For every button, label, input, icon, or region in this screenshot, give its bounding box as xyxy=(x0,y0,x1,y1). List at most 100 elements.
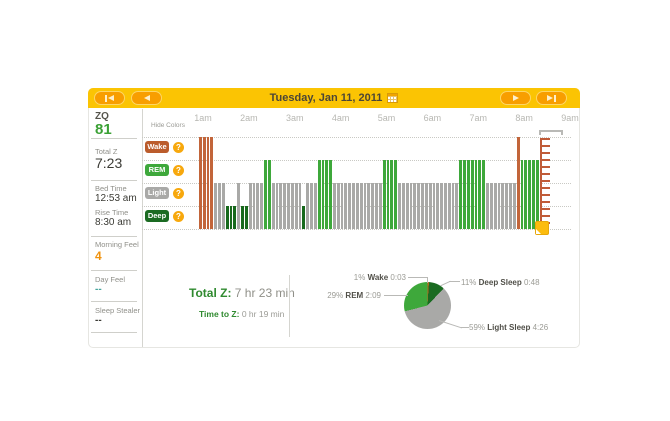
sleep-segment-l xyxy=(336,183,340,229)
previous-day-button[interactable] xyxy=(131,91,162,105)
time-to-z-summary-label: Time to Z: xyxy=(199,309,240,319)
hide-colors-link[interactable]: Hide Colors xyxy=(151,122,185,129)
arrow-right-icon xyxy=(547,95,553,101)
hour-label-5am: 5am xyxy=(377,113,396,123)
divider xyxy=(91,236,137,237)
sleep-segment-l xyxy=(283,183,287,229)
sleep-segment-r xyxy=(459,160,463,229)
time-to-z-summary: Time to Z: 0 hr 19 min xyxy=(199,309,284,319)
sleep-segment-l xyxy=(497,183,501,229)
sidebar-divider xyxy=(142,109,143,347)
sleep-segment-l xyxy=(436,183,440,229)
day-feel-label: Day Feel xyxy=(95,275,126,284)
sleep-segment-d xyxy=(233,206,237,229)
gridline xyxy=(142,137,571,138)
legend-button-rem[interactable]: REM xyxy=(145,164,169,176)
sleep-segment-d xyxy=(241,206,244,229)
sleep-segment-l xyxy=(363,183,367,229)
connector-line xyxy=(384,295,408,296)
rise-time-marker[interactable] xyxy=(540,138,550,229)
sleep-segment-l xyxy=(355,183,359,229)
divider xyxy=(91,301,137,302)
rise-time-label: Rise Time xyxy=(95,208,129,217)
morning-feel-value: 4 xyxy=(95,249,102,263)
question-mark-icon[interactable]: ? xyxy=(173,164,184,176)
calendar-icon[interactable] xyxy=(387,93,399,103)
sleep-segment-d xyxy=(244,206,248,229)
sleep-segment-l xyxy=(359,183,363,229)
bed-time-label: Bed Time xyxy=(95,184,127,193)
sleep-segment-l xyxy=(444,183,447,229)
hour-label-4am: 4am xyxy=(331,113,350,123)
hour-label-7am: 7am xyxy=(469,113,487,123)
rise-time-value: 8:30 am xyxy=(95,217,132,228)
sleep-segment-l xyxy=(352,183,355,229)
sleep-segment-l xyxy=(401,183,405,229)
sleep-segment-l xyxy=(405,183,409,229)
sleep-segment-l xyxy=(432,183,436,229)
pie-label-wake: 1% Wake 0:03 xyxy=(353,273,406,282)
hour-label-1am: 1am xyxy=(194,113,212,123)
sleep-segment-r xyxy=(474,160,478,229)
sleep-segment-l xyxy=(455,183,459,229)
total-z-label: Total Z xyxy=(95,147,118,156)
skip-back-icon xyxy=(105,94,107,102)
sleep-segment-l xyxy=(501,183,505,229)
sleep-segment-l xyxy=(279,183,283,229)
date-navigation-bar: Tuesday, Jan 11, 2011 xyxy=(88,88,580,108)
sleep-segment-l xyxy=(248,183,252,229)
note-icon[interactable] xyxy=(535,221,549,235)
next-day-button[interactable] xyxy=(500,91,531,105)
sleep-segment-l xyxy=(287,183,290,229)
sleep-stealer-value: -- xyxy=(95,315,102,326)
sleep-segment-r xyxy=(482,160,486,229)
sleep-segment-l xyxy=(413,183,417,229)
sleep-segment-r xyxy=(535,160,539,229)
legend-button-wake[interactable]: Wake xyxy=(145,141,169,153)
skip-forward-icon xyxy=(554,94,556,102)
gridline xyxy=(142,229,571,230)
sleep-segment-l xyxy=(398,183,401,229)
sleep-segment-l xyxy=(505,183,509,229)
sleep-journal-window: Tuesday, Jan 11, 2011 ZQ 81 Total Z 7:23… xyxy=(88,88,580,348)
sleep-segment-r xyxy=(325,160,329,229)
divider xyxy=(91,270,137,271)
sleep-segment-l xyxy=(489,183,493,229)
question-mark-icon[interactable]: ? xyxy=(173,187,184,199)
day-feel-value: -- xyxy=(95,284,102,295)
sleep-segment-l xyxy=(417,183,421,229)
first-day-button[interactable] xyxy=(94,91,125,105)
last-day-button[interactable] xyxy=(536,91,567,105)
legend-button-deep[interactable]: Deep xyxy=(145,210,169,222)
sleep-segment-r xyxy=(394,160,398,229)
sleep-segment-l xyxy=(332,183,336,229)
legend-button-light[interactable]: Light xyxy=(145,187,169,199)
sleep-segment-r xyxy=(382,160,386,229)
question-mark-icon[interactable]: ? xyxy=(173,210,184,222)
divider xyxy=(91,180,137,181)
sleep-segment-r xyxy=(470,160,474,229)
arrow-left-icon xyxy=(108,95,114,101)
sleep-segment-r xyxy=(264,160,267,229)
sleep-segment-l xyxy=(260,183,264,229)
sleep-segment-l xyxy=(271,183,275,229)
hour-label-6am: 6am xyxy=(423,113,442,123)
sleep-segment-r xyxy=(321,160,325,229)
gridline xyxy=(142,160,571,161)
stats-sidebar: ZQ 81 Total Z 7:23 Bed Time 12:53 am Ris… xyxy=(89,109,142,347)
sleep-segment-l xyxy=(493,183,497,229)
divider xyxy=(91,138,137,139)
sleep-segment-r xyxy=(520,160,524,229)
question-mark-icon[interactable]: ? xyxy=(173,141,184,153)
date-display: Tuesday, Jan 11, 2011 xyxy=(168,88,500,108)
sleep-segment-l xyxy=(218,183,221,229)
sleep-phase-graph xyxy=(199,137,539,229)
sleep-segment-w xyxy=(199,137,202,229)
arrow-right-icon xyxy=(512,95,519,101)
hour-label-9am: 9am xyxy=(561,113,579,123)
sleep-segment-l xyxy=(290,183,294,229)
wake-window-handle[interactable] xyxy=(539,130,563,135)
sleep-segment-l xyxy=(447,183,451,229)
morning-feel-label: Morning Feel xyxy=(95,240,139,249)
summary-divider xyxy=(289,275,290,337)
